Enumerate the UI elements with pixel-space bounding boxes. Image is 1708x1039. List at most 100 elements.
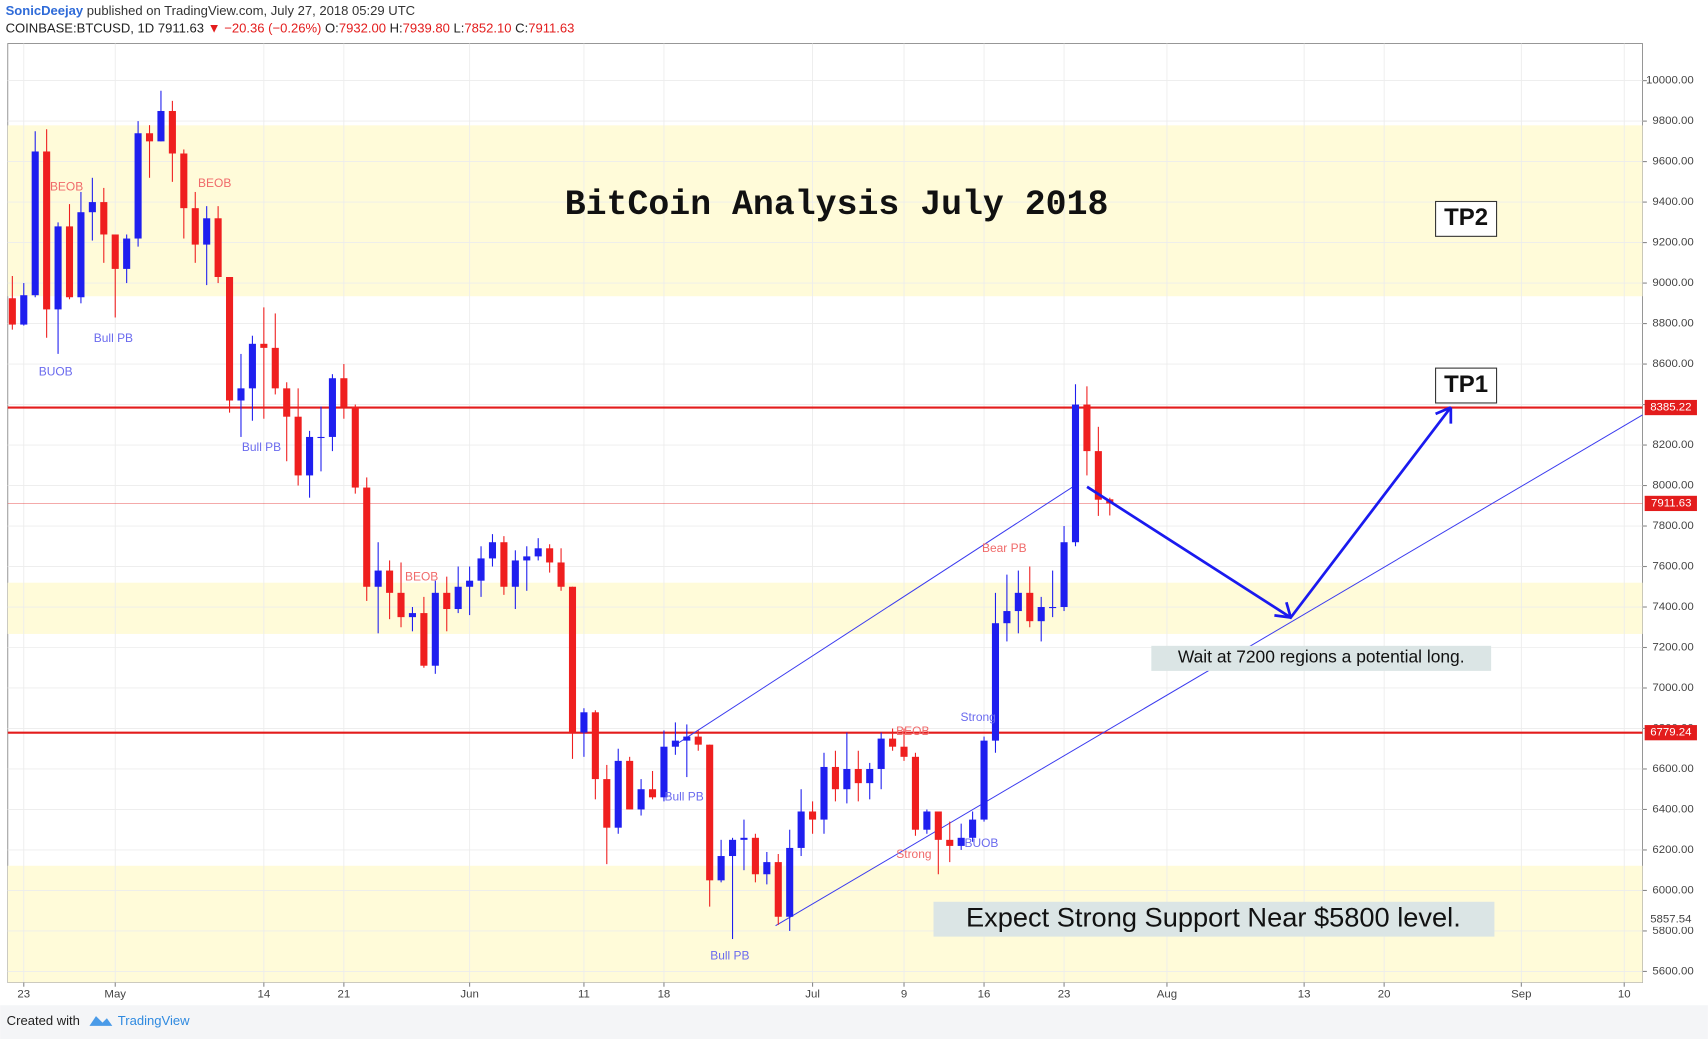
signal-label: Bull PB [710, 948, 749, 962]
candle-body [889, 738, 897, 747]
x-tick-label: 18 [658, 988, 671, 1000]
candle-body [203, 218, 211, 245]
y-tick-label: 9800.00 [1652, 115, 1693, 127]
y-tick-label: 5600.00 [1652, 965, 1693, 977]
candle-body [1014, 592, 1022, 612]
candle-body [88, 202, 96, 213]
annotation-box [1435, 367, 1498, 404]
candle-body [568, 586, 577, 733]
x-tick-label: 20 [1378, 988, 1391, 1000]
candle-body [946, 839, 954, 846]
annotation: TP1 [1444, 371, 1488, 398]
candle-body [157, 110, 165, 142]
candle-body [854, 768, 862, 784]
candle-body [8, 298, 16, 325]
zone [7, 582, 1643, 634]
y-tick-label: 6600.00 [1652, 763, 1693, 775]
candle-body [1071, 404, 1080, 543]
candle-body [648, 789, 657, 798]
candle-body [637, 789, 645, 810]
x-tick-label: 13 [1298, 988, 1311, 1000]
annotation: TP2 [1444, 204, 1488, 231]
y-tick-label: 6400.00 [1652, 803, 1693, 815]
candle-body [443, 592, 451, 610]
candle-body [751, 837, 759, 875]
candle-body [809, 811, 817, 820]
candle-body [1094, 451, 1102, 500]
ohlc-value: 7939.80 [403, 21, 450, 36]
annotation-box [933, 901, 1495, 937]
y-tick-label: 8200.00 [1652, 439, 1693, 451]
ohlc-label: O: [325, 21, 339, 36]
candle-body [591, 712, 599, 780]
footer-brand[interactable]: TradingView [118, 1013, 190, 1028]
candle-body [100, 202, 108, 235]
ohlc-value: 7932.00 [339, 21, 386, 36]
candle-body [226, 276, 234, 401]
candle-body [1083, 404, 1091, 452]
candle-body [991, 623, 1000, 741]
candle-body [820, 766, 828, 820]
author: SonicDeejay [6, 3, 84, 18]
candle-body [1060, 542, 1068, 608]
footer-bar [0, 1005, 1708, 1039]
level-label: 5857.54 [1650, 913, 1692, 925]
ohlc-label: H: [390, 21, 403, 36]
ohlc-value: 7852.10 [464, 21, 511, 36]
x-tick-label: 14 [257, 988, 270, 1000]
candle-body [1049, 607, 1057, 609]
x-tick-label: Aug [1157, 988, 1177, 1000]
candle-body [843, 768, 851, 790]
ohlc-label: L: [453, 21, 464, 36]
y-tick-label: 7600.00 [1652, 561, 1693, 573]
signal-label: Bull PB [242, 440, 281, 454]
candle-body [454, 586, 462, 610]
candle-body [43, 151, 51, 310]
candle-body [317, 436, 325, 439]
candle-body [260, 343, 268, 348]
candle-body [431, 592, 439, 666]
y-tick-label: 8600.00 [1652, 358, 1693, 370]
level-tag [1644, 725, 1697, 741]
candle-body [614, 760, 622, 828]
signal-label: BUOB [964, 836, 998, 850]
level-label: 6779.24 [1650, 727, 1692, 739]
candle-body [214, 218, 222, 277]
candle-body [123, 238, 131, 269]
candle-body [923, 811, 931, 830]
candle-body [740, 837, 748, 840]
candle-body [546, 548, 554, 563]
y-tick-label: 8000.00 [1652, 480, 1693, 492]
candle-body [671, 740, 679, 747]
candle-body [603, 779, 611, 828]
candle-body [294, 416, 302, 476]
signal-label: BEOB [405, 569, 438, 583]
y-tick-label: 9400.00 [1652, 196, 1693, 208]
candle-body [706, 744, 714, 881]
candle-body [340, 378, 348, 407]
candle-body [934, 811, 942, 840]
level-label: 7911.63 [1651, 497, 1691, 509]
x-tick-label: Sep [1511, 988, 1531, 1000]
footer-text: Created with [7, 1013, 80, 1028]
candle-body [374, 570, 382, 587]
signal-label: Bull PB [94, 331, 133, 345]
candle-body [328, 378, 336, 437]
x-tick-label: May [104, 988, 126, 1000]
level-tag [1644, 495, 1697, 512]
candle-body [523, 556, 531, 561]
zone [7, 125, 1643, 297]
candle-body [729, 839, 737, 857]
candle-body [397, 592, 405, 618]
symbol: COINBASE:BTCUSD, 1D [6, 21, 155, 36]
y-tick-label: 8800.00 [1652, 318, 1693, 330]
candle-body [500, 542, 508, 587]
signal-label: Strong [961, 710, 996, 724]
candle-body [420, 613, 428, 666]
candle-body [957, 837, 965, 846]
annotation-box [1151, 645, 1492, 671]
candle-body [31, 151, 39, 296]
candle-body [306, 436, 314, 476]
candle-body [1003, 611, 1011, 624]
